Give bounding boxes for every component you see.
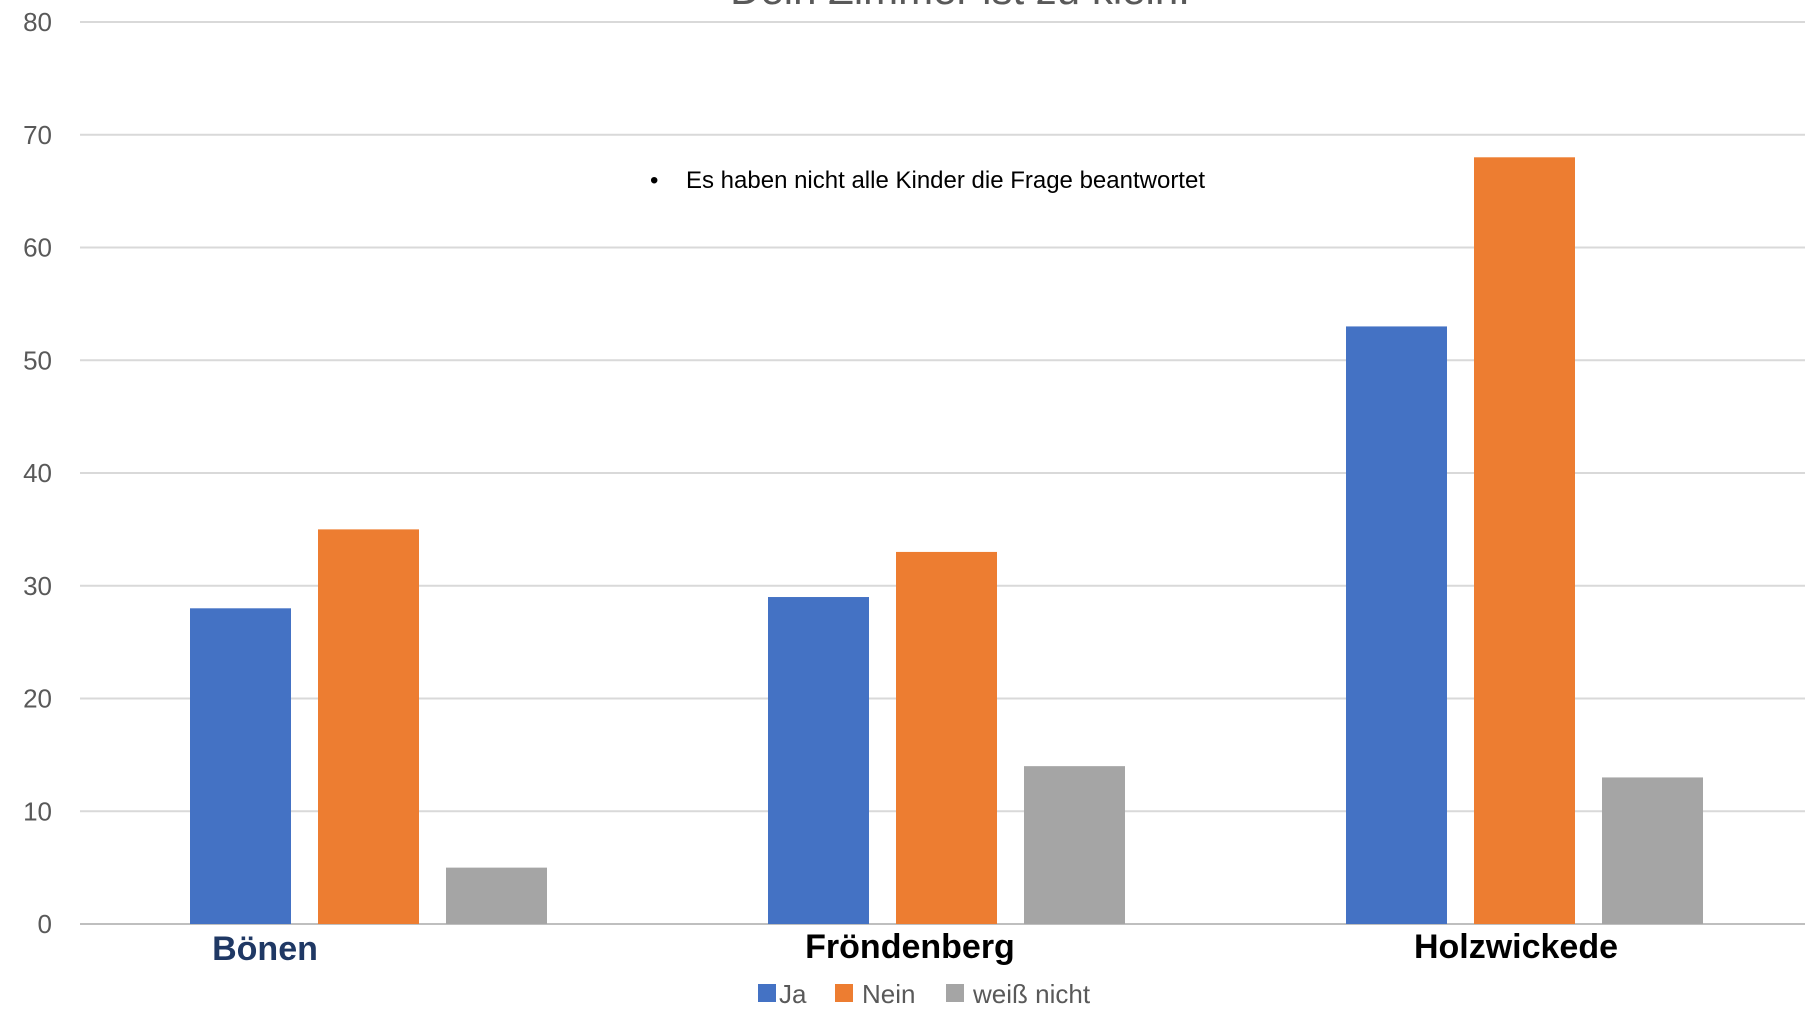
legend-label: weiß nicht (972, 979, 1091, 1009)
y-tick-label: 40 (23, 458, 52, 488)
y-tick-label: 30 (23, 571, 52, 601)
bar-weiß-nicht-2 (1024, 766, 1125, 924)
bar-nein-2 (896, 551, 997, 924)
chart-title: Dein Zimmer ist zu klein. (730, 0, 1190, 13)
y-tick-label: 80 (23, 7, 52, 37)
x-category-label: Fröndenberg (805, 928, 1015, 966)
annotation-text: Es haben nicht alle Kinder die Frage bea… (686, 167, 1205, 194)
bar-weiß-nicht-3 (1602, 777, 1703, 924)
annotation-bullet: • (650, 167, 658, 194)
annotation: • Es haben nicht alle Kinder die Frage b… (650, 167, 1205, 194)
y-tick-label: 0 (38, 909, 52, 939)
legend-swatch (835, 984, 853, 1002)
legend-label: Nein (862, 979, 915, 1009)
x-category-label: Bönen (212, 930, 318, 968)
bar-ja-2 (768, 597, 869, 924)
y-tick-label: 20 (23, 684, 52, 714)
bar-nein-1 (318, 529, 419, 924)
legend-label: Ja (779, 979, 807, 1009)
bar-nein-3 (1474, 157, 1575, 925)
legend-swatch (758, 984, 776, 1002)
legend-swatch (946, 984, 964, 1002)
bar-ja-1 (190, 608, 291, 924)
chart-title-group: Dein Zimmer ist zu klein. (730, 0, 1190, 13)
x-axis-category-labels: Bönen Fröndenberg Holzwickede (212, 928, 1618, 968)
bar-weiß-nicht-1 (446, 867, 547, 924)
bars (190, 157, 1703, 925)
legend: Ja Nein weiß nicht (758, 979, 1091, 1009)
y-tick-label: 70 (23, 120, 52, 150)
y-axis-ticks: 0 10 20 30 40 50 60 70 80 (23, 7, 52, 939)
bar-ja-3 (1346, 326, 1447, 924)
y-tick-label: 50 (23, 345, 52, 375)
y-tick-label: 10 (23, 796, 52, 826)
x-category-label: Holzwickede (1414, 928, 1618, 966)
y-tick-label: 60 (23, 233, 52, 263)
